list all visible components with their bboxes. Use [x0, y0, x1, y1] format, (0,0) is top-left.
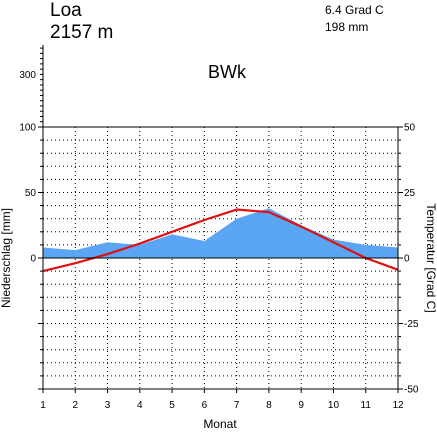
- temperature-point: [139, 242, 141, 245]
- right-tick-label: 0: [404, 254, 410, 265]
- axes: [38, 45, 403, 393]
- x-tick-label: 3: [105, 400, 111, 411]
- x-tick-label: 12: [392, 400, 404, 411]
- temperature-point: [106, 253, 109, 255]
- left-tick-label: 50: [25, 188, 37, 199]
- annual-precipitation: 198 mm: [325, 20, 368, 34]
- temperature-point: [171, 231, 173, 233]
- temperature-point: [332, 241, 335, 243]
- temperature-line: [42, 208, 399, 273]
- x-tick-label: 11: [361, 400, 372, 411]
- x-tick-label: 10: [328, 400, 340, 411]
- right-tick-label: 50: [404, 123, 416, 134]
- right-tick-label: -50: [404, 385, 419, 396]
- left-tick-label: 300: [19, 70, 36, 81]
- temperature-point: [236, 208, 238, 211]
- temperature-line-layer: [42, 208, 399, 273]
- temperature-point: [300, 225, 302, 228]
- right-tick-label: -25: [404, 319, 419, 330]
- x-tick-label: 4: [137, 400, 143, 411]
- left-tick-label: 100: [19, 123, 36, 134]
- station-elevation: 2157 m: [50, 22, 113, 43]
- left-tick-label: 0: [30, 254, 36, 265]
- x-tick-label: 5: [169, 400, 175, 411]
- station-name: Loa: [50, 0, 82, 21]
- x-tick-label: 6: [202, 400, 208, 411]
- climate-classification: BWk: [208, 62, 247, 82]
- x-tick-label: 8: [266, 400, 272, 411]
- right-tick-label: 25: [404, 188, 416, 199]
- y-axis-label-right: Temperatur [Grad C]: [424, 203, 437, 312]
- temperature-point: [268, 211, 270, 213]
- x-tick-label: 9: [298, 400, 304, 411]
- y-axis-label-left: Niederschlag [mm]: [0, 208, 13, 308]
- x-tick-label: 1: [40, 400, 46, 411]
- temperature-point: [203, 219, 205, 221]
- mean-temperature: 6.4 Grad C: [325, 3, 384, 17]
- x-axis-label: Monat: [203, 417, 237, 430]
- x-tick-label: 2: [72, 400, 78, 411]
- temperature-point: [74, 262, 76, 264]
- x-tick-label: 7: [234, 400, 240, 411]
